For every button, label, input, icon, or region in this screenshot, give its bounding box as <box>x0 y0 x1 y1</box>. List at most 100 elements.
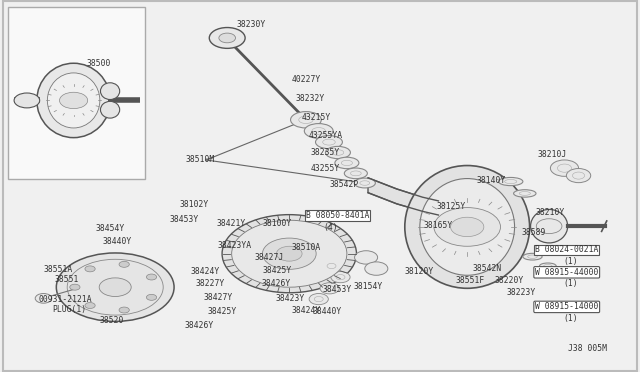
Circle shape <box>209 28 245 48</box>
Text: 38427Y: 38427Y <box>204 293 233 302</box>
Text: 38140Y: 38140Y <box>477 176 506 185</box>
Text: J38 005M: J38 005M <box>568 344 607 353</box>
Text: 38165Y: 38165Y <box>424 221 453 230</box>
Text: 38542P: 38542P <box>330 180 359 189</box>
Circle shape <box>60 92 88 109</box>
Circle shape <box>14 93 40 108</box>
Ellipse shape <box>404 166 530 288</box>
Text: 38510M: 38510M <box>186 155 215 164</box>
Text: 38154Y: 38154Y <box>353 282 383 291</box>
Text: 38453Y: 38453Y <box>323 285 352 294</box>
Text: 38120Y: 38120Y <box>404 267 434 276</box>
Text: 38500: 38500 <box>86 59 111 68</box>
Ellipse shape <box>513 190 536 197</box>
Text: 43255Y: 43255Y <box>310 164 340 173</box>
FancyBboxPatch shape <box>8 7 145 179</box>
Text: 38100Y: 38100Y <box>262 219 292 228</box>
Text: 38551F: 38551F <box>456 276 485 285</box>
Text: 38232Y: 38232Y <box>296 94 325 103</box>
Text: 38454Y: 38454Y <box>96 224 125 233</box>
Text: 38426Y: 38426Y <box>261 279 291 288</box>
Text: 40227Y: 40227Y <box>291 76 321 84</box>
Text: 38510A: 38510A <box>291 243 321 252</box>
Text: 43255YA: 43255YA <box>308 131 342 140</box>
Ellipse shape <box>37 63 111 138</box>
Text: 38423YA: 38423YA <box>218 241 252 250</box>
Text: (1): (1) <box>563 314 578 323</box>
Text: 38230Y: 38230Y <box>237 20 266 29</box>
Text: (4): (4) <box>323 223 338 232</box>
Circle shape <box>119 262 129 267</box>
Text: (1): (1) <box>563 257 578 266</box>
Ellipse shape <box>335 157 359 169</box>
Text: 38125Y: 38125Y <box>436 202 466 211</box>
Text: 38423Y: 38423Y <box>275 294 305 303</box>
Circle shape <box>70 284 80 290</box>
Ellipse shape <box>326 147 351 159</box>
Text: 38227Y: 38227Y <box>195 279 225 288</box>
Circle shape <box>451 217 484 237</box>
Ellipse shape <box>100 102 120 118</box>
Text: 38102Y: 38102Y <box>179 200 209 209</box>
Text: 38425Y: 38425Y <box>208 307 237 316</box>
Circle shape <box>219 33 236 43</box>
Ellipse shape <box>344 168 367 179</box>
Ellipse shape <box>100 83 120 100</box>
Text: 38440Y: 38440Y <box>312 307 342 316</box>
Ellipse shape <box>420 179 515 275</box>
Text: 38426Y: 38426Y <box>184 321 214 330</box>
Text: PLUG(1): PLUG(1) <box>52 305 86 314</box>
Text: B 08050-8401A: B 08050-8401A <box>306 211 369 220</box>
Text: 38235Y: 38235Y <box>310 148 340 157</box>
Text: 38589: 38589 <box>522 228 546 237</box>
Text: 38551A: 38551A <box>44 265 73 274</box>
Text: 38210J: 38210J <box>538 150 567 159</box>
Ellipse shape <box>47 73 100 128</box>
Circle shape <box>35 294 52 303</box>
Text: W 08915-14000: W 08915-14000 <box>535 302 598 311</box>
Ellipse shape <box>540 263 556 269</box>
Text: 00931-2121A: 00931-2121A <box>38 295 92 304</box>
Circle shape <box>365 262 388 275</box>
Circle shape <box>85 266 95 272</box>
Circle shape <box>355 251 378 264</box>
Text: 38220Y: 38220Y <box>494 276 524 285</box>
Circle shape <box>434 208 500 246</box>
Circle shape <box>276 246 302 261</box>
Circle shape <box>56 253 174 321</box>
Ellipse shape <box>316 135 342 149</box>
Ellipse shape <box>499 177 523 186</box>
Circle shape <box>222 215 356 293</box>
Circle shape <box>147 294 157 300</box>
Circle shape <box>320 283 339 294</box>
Polygon shape <box>368 178 438 215</box>
Circle shape <box>99 278 131 296</box>
Circle shape <box>119 307 129 313</box>
Circle shape <box>147 274 157 280</box>
Circle shape <box>566 169 591 183</box>
Ellipse shape <box>305 124 333 138</box>
Text: 38551: 38551 <box>54 275 79 284</box>
Text: B 08024-0021A: B 08024-0021A <box>535 246 598 254</box>
Text: 38453Y: 38453Y <box>170 215 199 224</box>
Circle shape <box>85 302 95 308</box>
Ellipse shape <box>523 253 542 260</box>
Text: 38424Y: 38424Y <box>191 267 220 276</box>
Ellipse shape <box>291 112 321 128</box>
Ellipse shape <box>531 209 568 243</box>
Text: 38223Y: 38223Y <box>507 288 536 296</box>
Circle shape <box>331 272 350 283</box>
Text: 43215Y: 43215Y <box>302 113 332 122</box>
Text: 38210Y: 38210Y <box>535 208 564 217</box>
Text: (1): (1) <box>563 279 578 288</box>
Text: W 08915-44000: W 08915-44000 <box>535 268 598 277</box>
Circle shape <box>262 238 316 269</box>
Text: 38440Y: 38440Y <box>102 237 132 246</box>
Circle shape <box>322 260 341 272</box>
Circle shape <box>309 294 328 305</box>
Text: 38520: 38520 <box>99 316 124 325</box>
Text: 38427J: 38427J <box>255 253 284 262</box>
Text: 38421Y: 38421Y <box>216 219 246 228</box>
Circle shape <box>232 220 347 287</box>
Text: 38425Y: 38425Y <box>262 266 292 275</box>
